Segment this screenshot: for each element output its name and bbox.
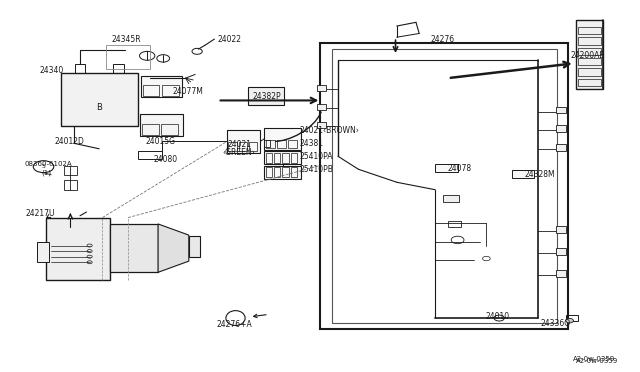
Bar <box>332 49 557 323</box>
Text: 24021‹BROWN›: 24021‹BROWN› <box>300 126 360 135</box>
Bar <box>140 114 183 136</box>
Text: 24078: 24078 <box>448 164 472 173</box>
Bar <box>189 236 200 257</box>
Bar <box>141 76 182 97</box>
Bar <box>277 140 286 148</box>
Bar <box>578 48 601 55</box>
Bar <box>556 248 566 255</box>
Bar <box>578 27 601 34</box>
FancyArrowPatch shape <box>47 215 51 218</box>
Text: 08360-6102A: 08360-6102A <box>24 161 72 167</box>
Text: 24021: 24021 <box>227 140 251 149</box>
Text: 24022: 24022 <box>218 35 242 44</box>
Text: ‹GREEN›: ‹GREEN› <box>223 148 255 157</box>
Bar <box>556 144 566 151</box>
Bar <box>228 142 237 151</box>
Bar <box>291 167 297 177</box>
Bar <box>556 125 566 132</box>
Bar <box>227 130 260 153</box>
Bar <box>578 37 601 45</box>
Text: 24015G: 24015G <box>146 137 176 146</box>
Text: A2-0w-0359: A2-0w-0359 <box>576 358 618 364</box>
Bar <box>110 224 158 272</box>
Bar <box>266 140 275 148</box>
Bar <box>556 226 566 232</box>
Circle shape <box>566 318 573 323</box>
Bar <box>556 107 566 113</box>
Bar <box>266 153 272 163</box>
Text: 24276+A: 24276+A <box>216 320 252 329</box>
Bar <box>556 270 566 277</box>
Bar <box>317 122 326 128</box>
Bar <box>282 153 289 163</box>
Text: 24010: 24010 <box>485 312 509 321</box>
Bar <box>264 140 270 147</box>
Text: 24345R: 24345R <box>112 35 141 44</box>
Bar <box>239 142 247 151</box>
Text: 25410PB: 25410PB <box>300 165 333 174</box>
Text: 24012D: 24012D <box>54 137 84 146</box>
Text: 24276: 24276 <box>430 35 454 44</box>
Text: 24340: 24340 <box>40 66 64 75</box>
Text: (1): (1) <box>42 170 52 176</box>
Text: B: B <box>96 103 102 112</box>
Bar <box>435 164 458 172</box>
Polygon shape <box>158 224 189 272</box>
Bar <box>64 166 77 175</box>
Text: 24200AB: 24200AB <box>571 51 605 60</box>
Bar <box>578 68 601 76</box>
Text: 24217U: 24217U <box>26 209 55 218</box>
Text: 5: 5 <box>42 164 45 169</box>
Bar <box>138 151 162 159</box>
Bar <box>75 64 85 73</box>
Bar <box>64 180 77 190</box>
Bar <box>566 315 578 321</box>
Bar <box>143 85 159 96</box>
Bar <box>576 20 603 89</box>
Bar <box>113 64 124 73</box>
Bar <box>320 43 568 329</box>
Bar <box>512 170 534 178</box>
Bar <box>288 140 297 148</box>
Bar <box>106 45 150 69</box>
Bar <box>37 242 49 262</box>
Text: A2-0w-0359: A2-0w-0359 <box>573 356 616 362</box>
Text: 24336Q: 24336Q <box>541 319 571 328</box>
Bar <box>317 85 326 91</box>
Bar <box>448 221 461 227</box>
Bar <box>61 73 138 126</box>
Bar <box>264 166 301 179</box>
Bar <box>443 195 459 202</box>
Bar <box>162 85 179 96</box>
Text: 25410PA: 25410PA <box>300 153 333 161</box>
Bar <box>291 153 297 163</box>
Bar <box>264 151 301 164</box>
Bar <box>249 142 257 151</box>
Text: 24077M: 24077M <box>173 87 204 96</box>
Text: 24381: 24381 <box>300 139 324 148</box>
Bar <box>264 128 301 150</box>
Bar <box>274 167 280 177</box>
Text: 24080: 24080 <box>154 155 178 164</box>
Text: 24382P: 24382P <box>253 92 282 101</box>
Bar <box>46 218 110 280</box>
Bar <box>282 167 289 177</box>
Bar <box>142 124 159 135</box>
Bar <box>248 87 284 105</box>
Bar <box>317 104 326 110</box>
Text: 24328M: 24328M <box>525 170 556 179</box>
Bar <box>274 153 280 163</box>
Bar <box>161 124 178 135</box>
Bar <box>266 167 272 177</box>
Bar <box>578 58 601 65</box>
Bar <box>578 79 601 86</box>
